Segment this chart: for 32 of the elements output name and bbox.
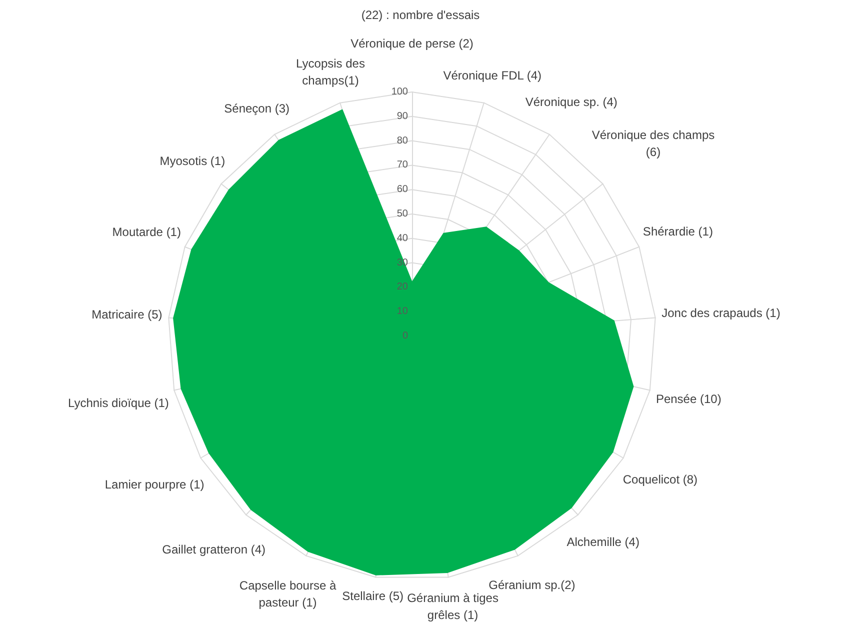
spoke-label: Lychnis dioïque (1): [68, 396, 169, 410]
spoke-label: Lycopsis des champs(1): [296, 56, 365, 88]
spoke-label: Matricaire (5): [92, 308, 162, 322]
y-tick-label: 0: [402, 330, 408, 342]
spoke-label: Coquelicot (8): [622, 472, 698, 486]
spoke-label: Capselle bourse à pasteur (1): [239, 578, 336, 610]
y-tick-label: 80: [396, 135, 408, 146]
y-tick-label: 60: [396, 184, 408, 196]
y-tick-label: 90: [396, 110, 408, 122]
y-tick-label: 10: [396, 306, 408, 318]
spoke-label: Géranium à tiges grêles (1): [407, 591, 498, 622]
spoke-label: Gaillet gratteron (4): [162, 542, 266, 557]
spoke-label: Véronique FDL (4): [443, 68, 542, 82]
spoke-label: Alchemille (4): [566, 534, 640, 549]
spoke-label: Lamier pourpre (1): [104, 478, 204, 492]
y-tick-label: 20: [396, 282, 408, 293]
spoke-label: Jonc des crapauds (1): [662, 306, 780, 320]
chart-title: (22) : nombre d'essais: [361, 8, 480, 22]
spoke-label: Véronique de perse (2): [350, 36, 474, 50]
spoke-label: Géranium sp.(2): [488, 578, 576, 592]
spoke-label: Véronique des champs (6): [592, 128, 715, 160]
spoke-label: Myosotis (1): [160, 154, 226, 168]
y-tick-label: 100: [391, 86, 408, 98]
y-tick-label: 40: [396, 232, 408, 244]
spoke-label: Véronique sp. (4): [525, 95, 618, 110]
spoke-label: Pensée (10): [656, 392, 722, 406]
spoke-label: Séneçon (3): [224, 101, 290, 116]
spoke-label: Shérardie (1): [642, 224, 713, 239]
y-tick-label: 50: [396, 208, 408, 220]
y-tick-label: 70: [396, 160, 408, 171]
spoke-label: Stellaire (5): [342, 589, 404, 604]
spoke-label: Moutarde (1): [112, 224, 181, 239]
